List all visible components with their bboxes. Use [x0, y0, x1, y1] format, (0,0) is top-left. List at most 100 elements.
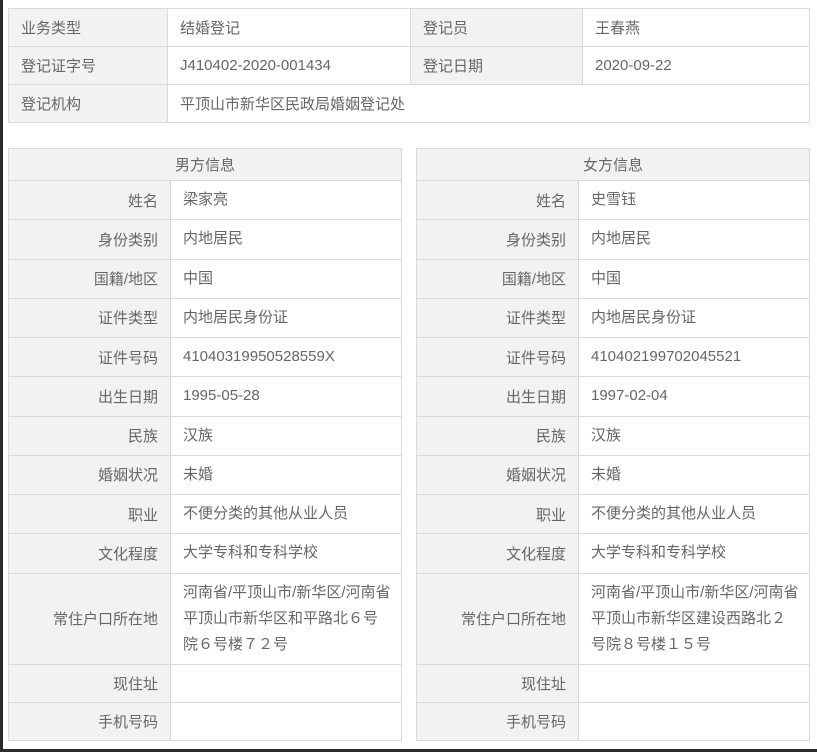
field-label: 登记证字号	[9, 47, 167, 84]
field-label: 职业	[417, 495, 579, 534]
field-label: 证件类型	[417, 298, 579, 337]
field-value	[171, 665, 401, 702]
field-label: 证件号码	[417, 338, 579, 377]
table-title: 女方信息	[417, 149, 809, 180]
field-value: 不便分类的其他从业人员	[591, 505, 757, 522]
table-row: 国籍/地区 中国	[9, 258, 401, 298]
field-value: 未婚	[183, 465, 214, 483]
field-label: 现住址	[417, 665, 579, 703]
table-row: 婚姻状况 未婚	[417, 454, 809, 494]
field-label: 身份类别	[417, 220, 579, 259]
table-row: 国籍/地区 中国	[417, 258, 809, 298]
field-label: 业务类型	[9, 9, 167, 46]
field-value: 内地居民	[591, 230, 652, 248]
table-row: 姓名 梁家亮	[9, 180, 401, 220]
table-row: 证件类型 内地居民身份证	[9, 297, 401, 337]
field-label: 国籍/地区	[9, 259, 171, 298]
table-row: 民族 汉族	[9, 415, 401, 455]
table-row: 登记机构 平顶山市新华区民政局婚姻登记处	[9, 84, 809, 122]
field-label: 职业	[9, 495, 171, 534]
field-label: 证件类型	[9, 298, 171, 337]
table-row: 证件号码 410402199702045521	[417, 337, 809, 377]
field-label: 登记机构	[9, 85, 167, 122]
table-row: 文化程度 大学专科和专科学校	[9, 533, 401, 573]
field-value: 史雪钰	[591, 191, 637, 208]
field-value	[579, 665, 809, 702]
field-value	[171, 703, 401, 740]
field-value: 不便分类的其他从业人员	[183, 505, 349, 522]
field-value: 1997-02-04	[591, 387, 668, 405]
table-title: 男方信息	[9, 149, 401, 180]
groom-info-table: 男方信息 姓名 梁家亮 身份类别 内地居民 国籍/地区 中国 证件类型 内地居民…	[8, 148, 402, 742]
field-label: 登记日期	[410, 47, 582, 84]
field-value: 410402199702045521	[591, 348, 742, 365]
table-row: 身份类别 内地居民	[9, 219, 401, 259]
field-value: 河南省/平顶山市/新华区/河南省平顶山市新华区和平路北６号院６号楼７２号	[183, 583, 391, 654]
record-page: 业务类型 结婚登记 登记员 王春燕 登记证字号 J410402-2020-001…	[8, 8, 810, 742]
field-value: 河南省/平顶山市/新华区/河南省平顶山市新华区建设西路北２号院８号楼１５号	[591, 583, 799, 654]
table-row: 姓名 史雪钰	[417, 180, 809, 220]
bride-info-table: 女方信息 姓名 史雪钰 身份类别 内地居民 国籍/地区 中国 证件类型 内地居民…	[416, 148, 810, 742]
field-label: 文化程度	[417, 534, 579, 573]
field-label: 姓名	[9, 181, 171, 220]
field-label: 登记员	[410, 9, 582, 46]
field-value: 2020-09-22	[582, 47, 809, 84]
field-label: 民族	[417, 416, 579, 455]
field-value: 平顶山市新华区民政局婚姻登记处	[167, 85, 809, 122]
field-label: 出生日期	[417, 377, 579, 416]
table-row: 出生日期 1995-05-28	[9, 376, 401, 416]
table-row: 民族 汉族	[417, 415, 809, 455]
field-value: 中国	[183, 269, 214, 287]
field-value: 内地居民身份证	[591, 308, 697, 326]
field-value: 内地居民身份证	[183, 308, 289, 326]
field-value	[579, 703, 809, 740]
field-label: 婚姻状况	[9, 455, 171, 494]
field-value: 汉族	[591, 426, 622, 444]
table-row: 职业 不便分类的其他从业人员	[417, 494, 809, 534]
field-label: 常住户口所在地	[417, 573, 579, 665]
table-row: 手机号码	[9, 702, 401, 741]
field-label: 国籍/地区	[417, 259, 579, 298]
field-label: 手机号码	[9, 703, 171, 741]
field-label: 手机号码	[417, 703, 579, 741]
table-row: 手机号码	[417, 702, 809, 741]
field-value: 41040319950528559X	[183, 348, 335, 365]
field-value: 内地居民	[183, 230, 244, 248]
table-row: 现住址	[9, 664, 401, 703]
table-row: 出生日期 1997-02-04	[417, 376, 809, 416]
field-value: 汉族	[183, 426, 214, 444]
field-value: 中国	[591, 269, 622, 287]
field-label: 民族	[9, 416, 171, 455]
table-row: 常住户口所在地 河南省/平顶山市/新华区/河南省平顶山市新华区和平路北６号院６号…	[9, 572, 401, 665]
table-row: 文化程度 大学专科和专科学校	[417, 533, 809, 573]
field-value: J410402-2020-001434	[167, 47, 410, 84]
field-value: 大学专科和专科学校	[183, 544, 319, 562]
person-tables: 男方信息 姓名 梁家亮 身份类别 内地居民 国籍/地区 中国 证件类型 内地居民…	[8, 148, 810, 742]
field-label: 姓名	[417, 181, 579, 220]
field-value: 结婚登记	[167, 9, 410, 46]
field-value: 梁家亮	[183, 191, 229, 208]
table-row: 现住址	[417, 664, 809, 703]
registration-summary-table: 业务类型 结婚登记 登记员 王春燕 登记证字号 J410402-2020-001…	[8, 8, 810, 123]
field-label: 文化程度	[9, 534, 171, 573]
field-value: 未婚	[591, 465, 622, 483]
field-label: 证件号码	[9, 338, 171, 377]
table-row: 职业 不便分类的其他从业人员	[9, 494, 401, 534]
field-label: 身份类别	[9, 220, 171, 259]
table-row: 登记证字号 J410402-2020-001434 登记日期 2020-09-2…	[9, 46, 809, 84]
field-value: 大学专科和专科学校	[591, 544, 727, 562]
screen-left-edge	[0, 0, 3, 752]
field-value: 王春燕	[582, 9, 809, 46]
table-row: 常住户口所在地 河南省/平顶山市/新华区/河南省平顶山市新华区建设西路北２号院８…	[417, 572, 809, 665]
field-value: 1995-05-28	[183, 387, 260, 405]
table-row: 证件号码 41040319950528559X	[9, 337, 401, 377]
field-label: 婚姻状况	[417, 455, 579, 494]
table-row: 身份类别 内地居民	[417, 219, 809, 259]
field-label: 出生日期	[9, 377, 171, 416]
field-label: 现住址	[9, 665, 171, 703]
field-label: 常住户口所在地	[9, 573, 171, 665]
screen-bottom-edge	[0, 749, 817, 752]
table-row: 婚姻状况 未婚	[9, 454, 401, 494]
table-row: 业务类型 结婚登记 登记员 王春燕	[9, 9, 809, 46]
table-row: 证件类型 内地居民身份证	[417, 297, 809, 337]
